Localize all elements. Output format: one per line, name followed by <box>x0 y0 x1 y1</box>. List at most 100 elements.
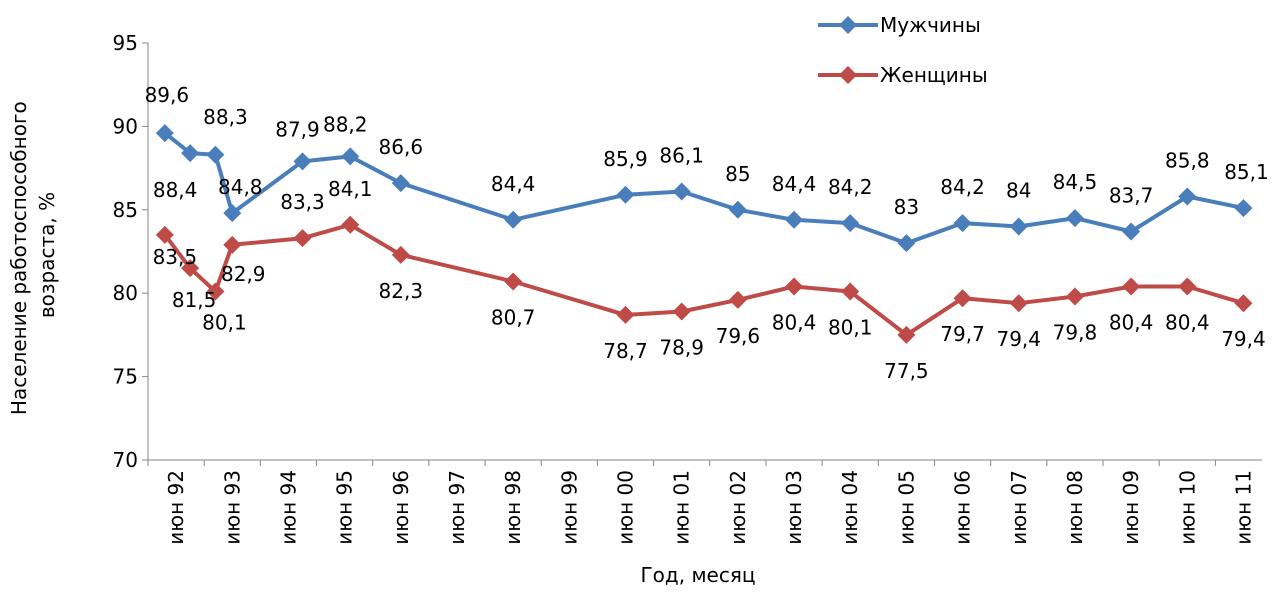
y-tick-label: 95 <box>113 31 138 55</box>
series-1-marker <box>223 204 242 223</box>
series-1-marker <box>728 200 747 219</box>
series-2-data-label: 78,9 <box>659 336 704 360</box>
series-1-data-label: 84,4 <box>772 172 817 196</box>
series-1-marker <box>391 174 410 193</box>
series-1-marker <box>504 210 523 229</box>
series-2-data-label: 79,7 <box>940 322 985 346</box>
plot-lines <box>155 124 1253 344</box>
series-1-marker <box>206 145 225 164</box>
y-axis-title-line-2: возраста, % <box>35 192 59 318</box>
series-2-data-label: 79,4 <box>1221 327 1266 351</box>
series-1-marker <box>1122 222 1141 241</box>
series-1-marker <box>1234 199 1253 218</box>
series-2-marker <box>1178 277 1197 296</box>
series-1-marker <box>341 147 360 166</box>
series-2-data-label: 81,5 <box>172 288 217 312</box>
series-1-marker <box>1178 187 1197 206</box>
y-tick-label: 70 <box>113 448 138 472</box>
series-1-data-label: 84,4 <box>491 172 536 196</box>
y-tick-label: 75 <box>113 365 138 389</box>
x-tick-label: июн 01 <box>670 470 694 545</box>
series-2-data-label: 80,4 <box>1165 311 1210 335</box>
series-1-data-label: 86,6 <box>379 135 424 159</box>
series-1-data-label: 88,2 <box>323 112 368 136</box>
series-1-marker <box>1009 217 1028 236</box>
series-1-data-label: 88,4 <box>153 178 198 202</box>
series-2-marker <box>953 289 972 308</box>
y-tick-label: 80 <box>113 281 138 305</box>
axes: 70 75 80 85 90 95 июн 92 июн 93 июн 94 июн 95 июн … <box>113 31 1262 545</box>
x-tick-label: июн 00 <box>614 470 638 545</box>
series-2-data-label: 79,6 <box>716 324 761 348</box>
series-1-data-label: 88,3 <box>203 105 248 129</box>
x-tick-label: июн 99 <box>557 470 581 545</box>
series-2-data-label: 78,7 <box>603 339 648 363</box>
x-tick-label: июн 93 <box>220 470 244 545</box>
series-2-data-label: 83,3 <box>280 190 325 214</box>
x-tick-label: июн 98 <box>501 470 525 545</box>
x-tick-label: июн 08 <box>1063 470 1087 545</box>
series-2-marker <box>841 282 860 301</box>
legend-marker <box>839 16 857 34</box>
series-2-data-label: 82,9 <box>221 262 266 286</box>
series-line-1 <box>163 131 1244 246</box>
series-2-data-label: 84,1 <box>328 177 373 201</box>
legend-label: Женщины <box>880 63 988 87</box>
series-2-data-label: 80,7 <box>491 306 536 330</box>
y-axis-title-line-1: Население работоспособного <box>7 101 31 415</box>
x-tick-label: июн 97 <box>445 470 469 545</box>
series-2-data-label: 79,4 <box>996 327 1041 351</box>
series-1-marker <box>181 144 200 163</box>
series-1-data-label: 85,8 <box>1165 148 1210 172</box>
series-1-data-label: 83,7 <box>1109 183 1154 207</box>
series-1-marker <box>616 185 635 204</box>
series-2-data-label: 77,5 <box>884 359 929 383</box>
series-1-marker <box>897 234 916 253</box>
series-2-marker <box>1122 277 1141 296</box>
series-2-marker <box>181 259 200 278</box>
series-2-marker <box>504 272 523 291</box>
series-1-marker <box>1065 209 1084 228</box>
x-tick-label: июн 94 <box>276 470 300 545</box>
series-2-marker <box>293 229 312 248</box>
series-2-data-label: 80,4 <box>1109 311 1154 335</box>
series-2-data-label: 83,5 <box>153 245 198 269</box>
legend: Мужчины Женщины <box>818 13 988 87</box>
x-tick-label: июн 07 <box>1007 470 1031 545</box>
series-2-marker <box>1065 287 1084 306</box>
x-tick-label: июн 11 <box>1231 470 1255 545</box>
series-1-marker <box>155 124 174 143</box>
series-1-data-label: 85,1 <box>1224 160 1269 184</box>
series-2-marker <box>391 245 410 264</box>
series-1-data-label: 84,2 <box>828 175 873 199</box>
series-2-marker <box>223 235 242 254</box>
x-tick-label: июн 06 <box>951 470 975 545</box>
series-2-marker <box>1234 294 1253 313</box>
series-1-data-label: 84 <box>1006 178 1031 202</box>
series-1-marker <box>953 214 972 233</box>
series-1-data-label: 83 <box>894 195 919 219</box>
x-tick-label: июн 09 <box>1119 470 1143 545</box>
y-axis-title: Население работоспособного возраста, % <box>7 95 59 415</box>
series-2-marker <box>206 282 225 301</box>
x-tick-label: июн 96 <box>389 470 413 545</box>
y-tick-label: 85 <box>113 198 138 222</box>
series-2-marker <box>728 290 747 309</box>
series-1-data-label: 86,1 <box>659 143 704 167</box>
series-2-marker <box>616 305 635 324</box>
series-1-data-label: 84,8 <box>218 175 263 199</box>
series-2-marker <box>1009 294 1028 313</box>
series-1-data-label: 85 <box>725 162 750 186</box>
series-1-marker <box>841 214 860 233</box>
series-1-marker <box>785 210 804 229</box>
series-2-marker <box>897 325 916 344</box>
series-2-data-label: 80,1 <box>828 316 873 340</box>
series-line-2 <box>163 222 1245 337</box>
series-1-marker <box>293 152 312 171</box>
x-tick-label: июн 92 <box>164 470 188 545</box>
series-2-marker <box>672 302 691 321</box>
series-2-data-label: 82,3 <box>379 279 424 303</box>
series-2-marker <box>341 215 360 234</box>
x-tick-label: июн 95 <box>333 470 357 545</box>
x-tick-label: июн 03 <box>782 470 806 545</box>
